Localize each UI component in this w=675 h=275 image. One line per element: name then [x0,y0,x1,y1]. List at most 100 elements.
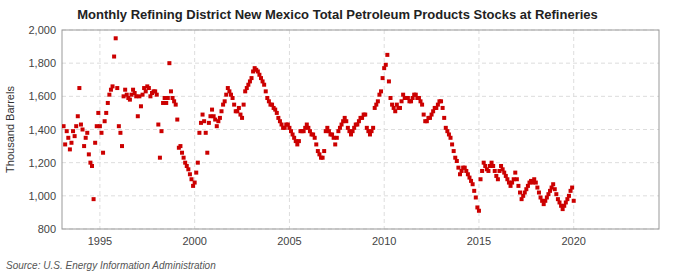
y-tick-label: 800 [38,223,56,235]
point [76,114,80,118]
x-tick-label: 2010 [372,235,396,247]
point [147,86,151,90]
point [136,114,140,118]
point [128,98,132,102]
point [513,171,517,175]
point [85,131,89,135]
point [493,169,497,173]
point [123,88,127,92]
point [231,96,235,100]
point [207,121,211,125]
plot-area [62,30,659,229]
point [472,189,476,193]
point [186,167,190,171]
point [104,111,108,115]
y-tick-label: 1,400 [28,124,56,136]
point [99,131,103,135]
point [442,116,446,120]
y-tick-label: 1,200 [28,157,56,169]
point [90,164,94,168]
point [449,136,453,140]
point [551,182,555,186]
point [477,209,481,213]
point [158,156,162,160]
grid [62,30,659,229]
point [333,142,337,146]
point [118,131,122,135]
point [62,124,66,128]
point [156,123,160,127]
y-grid-line [62,63,659,64]
point [479,177,483,181]
point [389,96,393,100]
point [159,129,163,133]
point [96,111,100,115]
point [63,142,67,146]
point [570,186,574,190]
point [87,152,91,156]
x-tick-label: 2000 [182,235,206,247]
point [98,124,102,128]
point [381,76,385,80]
point [218,116,222,120]
x-grid-line [194,30,195,229]
x-tick-label: 2005 [277,235,301,247]
point [321,156,325,160]
x-tick-label: 2020 [561,235,585,247]
point [194,171,198,175]
point [68,147,72,151]
point [210,108,214,112]
point [422,113,426,117]
point [175,118,179,122]
point [180,151,184,155]
point [93,141,97,145]
point [371,126,375,130]
point [201,113,205,117]
y-axis-label: Thousand Barrels [4,86,16,173]
point [491,164,495,168]
point [534,181,538,185]
point [232,103,236,107]
point [115,86,119,90]
point [567,194,571,198]
points [62,36,576,212]
point [65,129,69,133]
point [166,96,170,100]
point [242,103,246,107]
source-note: Source: U.S. Energy Information Administ… [6,260,216,271]
point [77,86,81,90]
y-grid-line [62,162,659,163]
point [379,89,383,93]
point [376,99,380,103]
point [363,113,367,117]
point [264,89,268,93]
point [164,101,168,105]
point [441,106,445,110]
point [515,177,519,181]
point [74,124,78,128]
point [103,119,107,123]
point [66,136,70,140]
point [398,106,402,110]
point [107,93,111,97]
y-tick-label: 1,000 [28,190,56,202]
point [314,142,318,146]
point [188,172,192,176]
y-tick-label: 1,800 [28,57,56,69]
point [169,89,173,93]
point [240,116,244,120]
point [455,159,459,163]
point [178,144,182,148]
point [452,149,456,153]
point [335,136,339,140]
point [486,169,490,173]
point [439,99,443,103]
point [220,109,224,113]
point [450,142,454,146]
point [193,181,197,185]
title: Monthly Refining District New Mexico Tot… [77,7,598,22]
point [69,141,73,145]
point [79,123,83,127]
point [197,131,201,135]
point [516,184,520,188]
